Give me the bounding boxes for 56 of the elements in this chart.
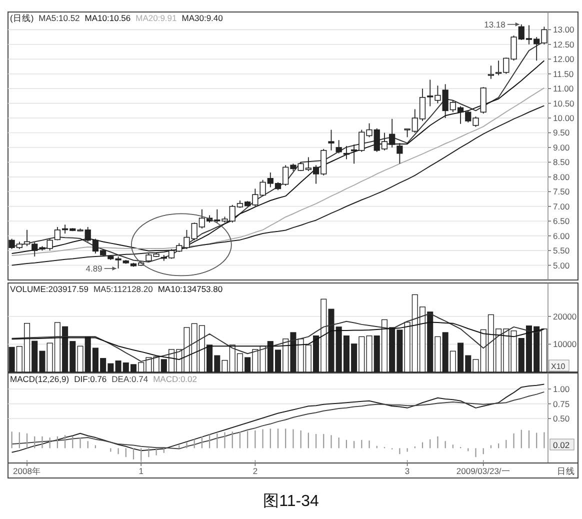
chart-title: MACD(12,26,9) [10, 374, 70, 384]
y-tick-label: 9.50 [553, 128, 570, 138]
line-series [11, 384, 545, 453]
y-tick-label: 10.50 [553, 98, 575, 108]
text: MA10:134753.80 [158, 284, 223, 294]
y-tick-label: 10.00 [553, 113, 575, 124]
y-tick-label: 7.00 [553, 201, 570, 212]
text: DIF:0.76 [74, 374, 107, 384]
y-tick-label: 5.00 [553, 260, 570, 270]
y-tick-label: 0.50 [553, 414, 570, 424]
y-tick-label: 9.00 [553, 142, 570, 152]
y-tick-label: 5.50 [553, 246, 570, 256]
line-series [11, 391, 545, 450]
x-tick-label: 2009/03/23/一 [456, 466, 510, 476]
candlestick [488, 65, 494, 80]
y-tick-label: 0.75 [553, 398, 570, 409]
y-tick-label: 10000 [553, 339, 577, 350]
y-tick-label: 20000 [553, 311, 577, 322]
candlestick [328, 129, 334, 151]
line-series [11, 322, 545, 360]
line-series [11, 87, 545, 256]
x-tick-label: 2008年 [13, 466, 41, 476]
x-tick-label: 3 [404, 466, 410, 476]
annotation: 13.18 [484, 19, 506, 30]
text: X10 [551, 362, 566, 371]
y-tick-label: 6.50 [553, 216, 570, 226]
text: 日线 [557, 466, 575, 476]
text: MA30:9.40 [182, 13, 224, 23]
text: MA20:9.91 [136, 13, 178, 23]
annotation: 4.89 [86, 264, 103, 274]
y-tick-label: 8.50 [553, 157, 570, 168]
candlestick [396, 142, 403, 164]
chart-title: (日线) [10, 13, 34, 23]
line-series [11, 313, 545, 362]
caption: 图11-34 [263, 493, 319, 510]
y-tick-label: 11.00 [553, 84, 574, 94]
text: 0.02 [553, 440, 570, 450]
text: MACD:0.02 [153, 374, 198, 384]
y-tick-label: 8.00 [553, 172, 570, 182]
y-tick-label: 12.50 [553, 39, 575, 50]
y-tick-label: 1.00 [553, 384, 570, 394]
y-tick-label: 6.00 [553, 230, 570, 241]
x-tick-label: 1 [138, 466, 144, 476]
text: MA5:112128.20 [93, 284, 154, 294]
text: MA10:10.56 [84, 13, 131, 23]
candlestick [336, 140, 342, 154]
candlestick [343, 146, 350, 160]
text: MA5:10.52 [38, 13, 80, 23]
text: VOLUME:203917.59 [10, 284, 89, 294]
x-tick-label: 2 [252, 466, 258, 476]
y-tick-label: 13.00 [553, 24, 575, 35]
text: DEA:0.74 [112, 374, 148, 384]
y-tick-label: 7.50 [553, 186, 570, 197]
y-tick-label: 12.00 [553, 54, 575, 64]
line-series [11, 105, 545, 266]
y-tick-label: 11.50 [553, 68, 574, 79]
